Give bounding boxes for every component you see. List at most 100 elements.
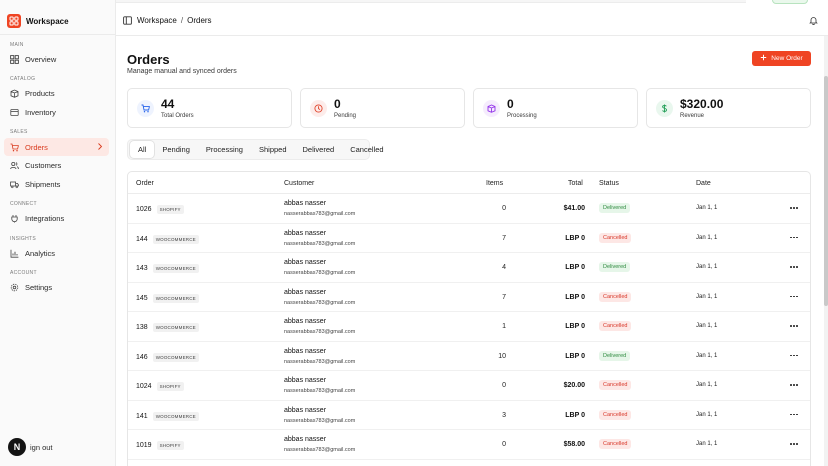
items-count: 10 — [498, 352, 506, 360]
table-row[interactable]: 1026 SHOPIFY abbas nasser nasserabbas783@gm… — [128, 194, 810, 224]
sidebar-item-products[interactable]: Products — [4, 84, 109, 102]
order-cell: 1024 SHOPIFY — [136, 382, 184, 391]
order-total: $20.00 — [563, 382, 585, 389]
tab-processing[interactable]: Processing — [205, 145, 243, 154]
status-badge: Cancelled — [599, 380, 632, 390]
customer-email: nasserabbas783@gmail.com — [284, 447, 356, 453]
tab-pending[interactable]: Pending — [162, 145, 190, 154]
sidebar-item-settings[interactable]: Settings — [4, 278, 109, 296]
brand[interactable]: Workspace — [7, 13, 69, 29]
sidebar-item-customers[interactable]: Customers — [4, 156, 109, 174]
order-total: LBP 0 — [565, 234, 585, 242]
more-actions-icon[interactable] — [788, 204, 800, 212]
sidebar-item-integrations[interactable]: Integrations — [4, 209, 109, 227]
avatar[interactable]: N — [8, 438, 26, 456]
sidebar-toggle-icon[interactable] — [123, 16, 132, 25]
source-badge: WOOCOMMERCE — [152, 293, 199, 303]
more-actions-icon[interactable] — [788, 352, 800, 360]
sidebar-item-label: Settings — [25, 282, 53, 292]
sidebar-item-label: Inventory — [25, 107, 56, 117]
order-cell: 145 WOOCOMMERCE — [136, 293, 199, 303]
sidebar-item-shipments[interactable]: Shipments — [4, 175, 109, 193]
dollar-icon — [656, 100, 673, 117]
order-number[interactable]: 1026 — [136, 206, 152, 213]
box-icon — [10, 89, 19, 98]
new-order-button[interactable]: New Order — [752, 51, 811, 66]
sidebar-divider — [0, 34, 116, 35]
sidebar-item-label: Overview — [25, 54, 57, 64]
tab-shipped[interactable]: Shipped — [258, 145, 287, 154]
sidebar-item-inventory[interactable]: Inventory — [4, 103, 109, 121]
header-order: Order — [136, 180, 154, 187]
more-actions-icon[interactable] — [788, 263, 800, 271]
order-cell: 138 WOOCOMMERCE — [136, 323, 199, 332]
table-row[interactable]: 143 WOOCOMMERCE abbas nasser nasserabbas783… — [128, 253, 810, 283]
order-cell: 141 WOOCOMMERCE — [136, 411, 199, 421]
sidebar-item-overview[interactable]: Overview — [4, 50, 109, 68]
table-row[interactable]: 138 WOOCOMMERCE abbas nasser nasserabbas783… — [128, 312, 810, 342]
status-badge: Cancelled — [599, 439, 632, 449]
scrollbar-track[interactable] — [824, 36, 828, 466]
cart-icon — [137, 100, 154, 117]
tab-cancelled[interactable]: Cancelled — [350, 145, 384, 154]
table-row[interactable]: 144 WOOCOMMERCE abbas nasser nasserabbas783… — [128, 224, 810, 253]
order-total: $41.00 — [563, 205, 585, 212]
customer-email: nasserabbas783@gmail.com — [284, 417, 356, 424]
sidebar-item-label: Integrations — [25, 213, 65, 223]
bell-icon[interactable] — [809, 16, 818, 26]
table-row[interactable]: 1024 SHOPIFY abbas nasser nasserabbas783@gm… — [128, 371, 810, 401]
sidebar-item-label: Products — [25, 88, 55, 98]
clock-icon — [310, 100, 327, 117]
more-actions-icon[interactable] — [788, 381, 800, 389]
layers-icon — [10, 108, 19, 117]
table-row[interactable]: 1019 SHOPIFY abbas nasser nasserabbas783@gm… — [128, 430, 810, 460]
stat-label: Total Orders — [161, 113, 194, 119]
order-cell: 1026 SHOPIFY — [136, 205, 184, 214]
order-cell: 143 WOOCOMMERCE — [136, 264, 199, 273]
stat-label: Revenue — [680, 113, 705, 119]
sidebar-item-analytics[interactable]: Analytics — [4, 244, 109, 262]
order-number[interactable]: 146 — [136, 353, 148, 361]
truck-icon — [10, 180, 19, 189]
order-number[interactable]: 145 — [136, 294, 148, 302]
table-row[interactable]: 145 WOOCOMMERCE abbas nasser nasserabbas783… — [128, 283, 810, 312]
stat-card-total-orders: 44 Total Orders — [127, 88, 292, 128]
new-order-label: New Order — [771, 55, 803, 62]
order-date: Jan 1, 1 — [696, 352, 718, 359]
scrollbar-thumb[interactable] — [824, 76, 828, 306]
customer-name: abbas nasser — [284, 259, 327, 266]
order-number[interactable]: 141 — [136, 412, 148, 420]
customer-name: abbas nasser — [284, 406, 327, 414]
stat-card-revenue: $320.00 Revenue — [646, 88, 811, 128]
order-number[interactable]: 1019 — [136, 442, 152, 449]
order-date: Jan 1, 1 — [696, 293, 718, 300]
order-number[interactable]: 1024 — [136, 383, 152, 390]
order-number[interactable]: 138 — [136, 324, 148, 331]
order-total: LBP 0 — [565, 411, 585, 419]
sidebar-item-label: Shipments — [25, 179, 61, 189]
more-actions-icon[interactable] — [788, 411, 800, 419]
order-number[interactable]: 143 — [136, 265, 148, 272]
customer-email: nasserabbas783@gmail.com — [284, 240, 356, 247]
breadcrumb-root[interactable]: Workspace — [137, 16, 177, 25]
plus-icon — [760, 54, 767, 63]
section-insights: INSIGHTS — [10, 236, 37, 242]
order-date: Jan 1, 1 — [696, 205, 718, 211]
order-total: LBP 0 — [565, 293, 585, 301]
more-actions-icon[interactable] — [788, 293, 800, 301]
sidebar-item-orders[interactable]: Orders — [4, 138, 109, 156]
order-cell: 144 WOOCOMMERCE — [136, 234, 199, 244]
table-row[interactable]: 146 WOOCOMMERCE abbas nasser nasserabbas783… — [128, 342, 810, 371]
order-number[interactable]: 144 — [136, 235, 148, 243]
more-actions-icon[interactable] — [788, 322, 800, 330]
header-total: Total — [568, 180, 583, 187]
sign-out-button[interactable]: N ign out — [8, 438, 53, 456]
more-actions-icon[interactable] — [788, 440, 800, 448]
tab-delivered[interactable]: Delivered — [302, 145, 335, 154]
table-row[interactable]: 141 WOOCOMMERCE abbas nasser nasserabbas783… — [128, 401, 810, 430]
items-count: 7 — [502, 234, 506, 242]
more-actions-icon[interactable] — [788, 234, 800, 242]
tab-all[interactable]: All — [130, 141, 155, 158]
order-date: Jan 1, 1 — [696, 411, 718, 418]
status-badge: Cancelled — [599, 409, 632, 420]
